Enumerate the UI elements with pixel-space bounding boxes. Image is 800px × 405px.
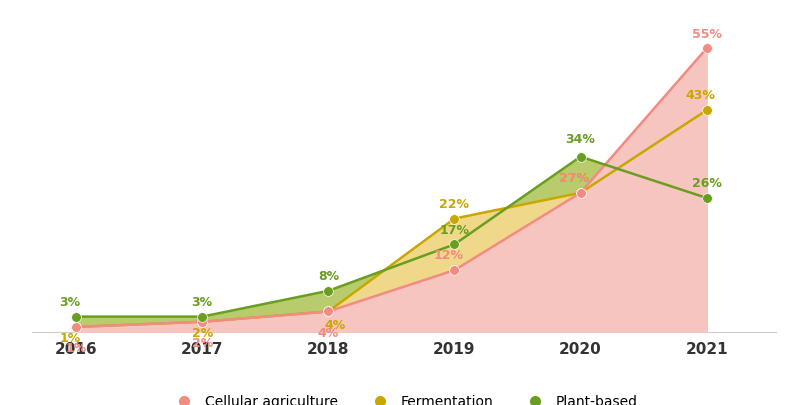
Text: 43%: 43%	[686, 90, 715, 102]
Text: 3%: 3%	[59, 296, 80, 309]
Text: 55%: 55%	[692, 28, 722, 40]
Text: 34%: 34%	[566, 133, 595, 146]
Text: 27%: 27%	[559, 172, 590, 185]
Text: 1%: 1%	[66, 342, 86, 355]
Text: 22%: 22%	[439, 198, 470, 211]
Text: 2%: 2%	[192, 327, 213, 340]
Text: 4%: 4%	[324, 319, 346, 332]
Text: 3%: 3%	[192, 296, 213, 309]
Text: 12%: 12%	[433, 249, 463, 262]
Text: 26%: 26%	[692, 177, 722, 190]
Text: 4%: 4%	[318, 327, 339, 340]
Text: 1%: 1%	[59, 332, 81, 345]
Legend: Cellular agriculture, Fermentation, Plant-based: Cellular agriculture, Fermentation, Plan…	[165, 390, 643, 405]
Text: 2%: 2%	[192, 337, 213, 350]
Text: 8%: 8%	[318, 270, 339, 283]
Text: 27%: 27%	[559, 172, 590, 185]
Text: 17%: 17%	[439, 224, 470, 237]
